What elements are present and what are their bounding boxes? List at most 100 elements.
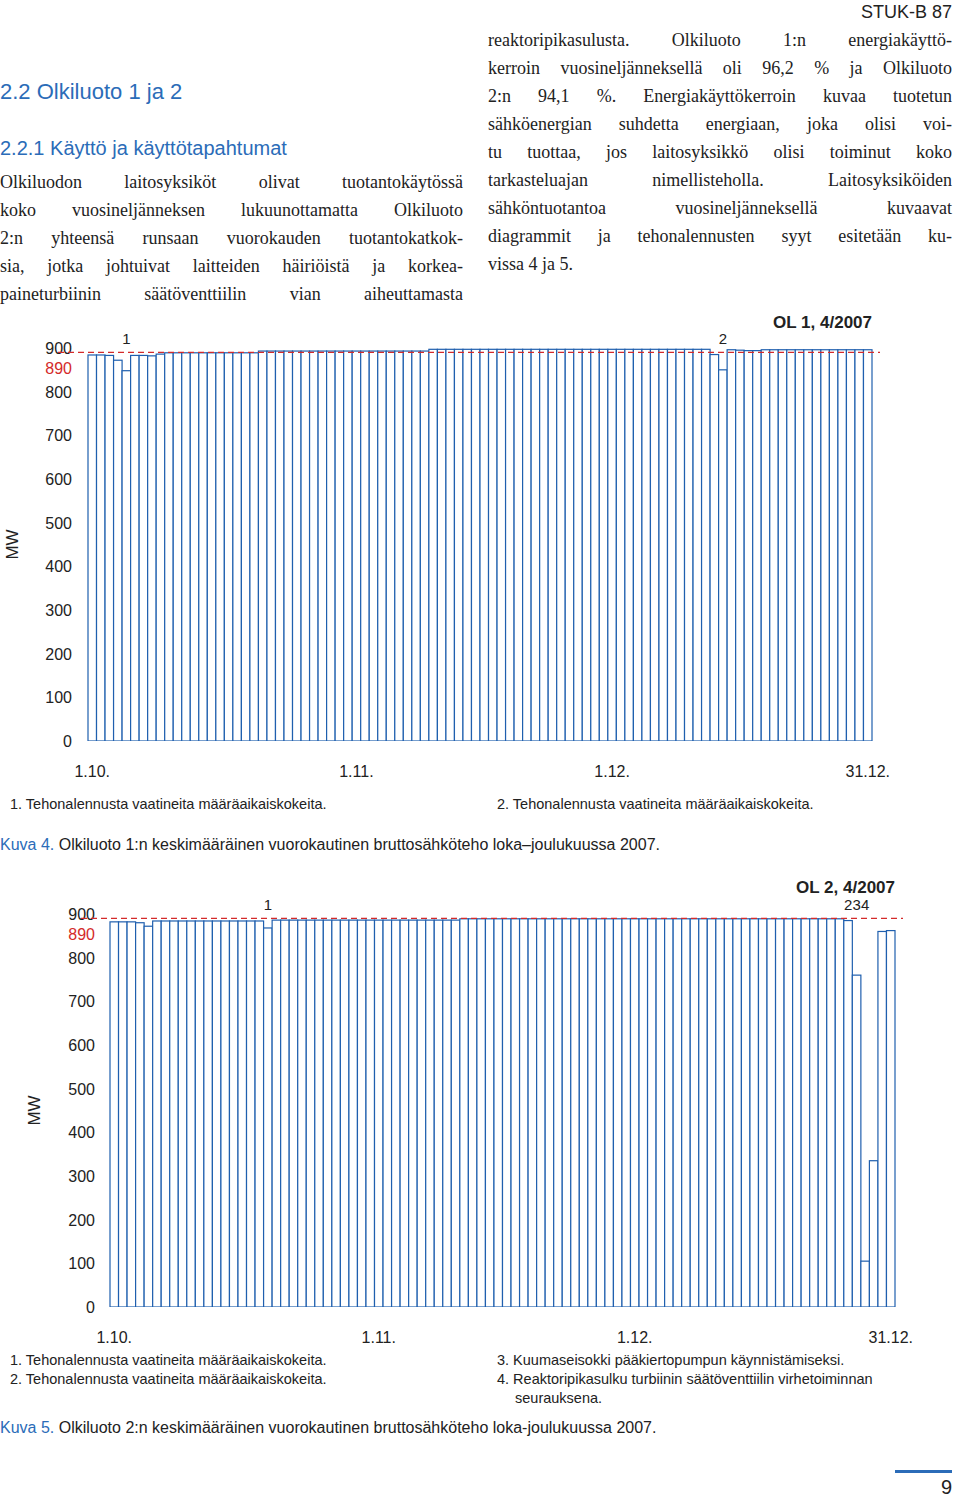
bar [170, 921, 179, 1307]
annotation: 3 [852, 896, 860, 913]
text-line: koko vuosineljänneksen lukuunottamatta O… [0, 196, 463, 224]
annotation: 1 [122, 330, 130, 347]
y-tick-label: 700 [68, 993, 95, 1010]
bar [204, 921, 213, 1307]
bar [139, 355, 148, 741]
y-tick-label: 900 [45, 340, 72, 357]
bar [886, 931, 895, 1307]
y-tick-label: 400 [68, 1124, 95, 1141]
bar [182, 353, 191, 741]
bar [531, 349, 540, 741]
y-tick-label: 700 [45, 427, 72, 444]
bar [514, 349, 523, 741]
bar [648, 919, 657, 1307]
bar [454, 349, 463, 741]
bar [264, 928, 273, 1307]
bar [605, 919, 614, 1307]
text-line: Olkiluodon laitosyksiköt olivat tuotanto… [0, 168, 463, 196]
text-line: paineturbiinin säätöventtiilin vian aihe… [0, 280, 463, 308]
bar [412, 351, 421, 741]
bar [136, 923, 145, 1307]
bar [293, 351, 302, 741]
bar [340, 920, 349, 1307]
annotation: 4 [861, 896, 869, 913]
bar [485, 919, 494, 1307]
bar [468, 919, 477, 1307]
section-heading: 2.2 Olkiluoto 1 ja 2 [0, 79, 182, 105]
y-tick-label: 900 [68, 906, 95, 923]
note: 1. Tehonalennusta vaatineita määräaikais… [10, 1351, 475, 1370]
bar [846, 350, 855, 741]
caption-text: Olkiluoto 2:n keskimääräinen vuorokautin… [54, 1419, 656, 1436]
bar [685, 349, 694, 741]
bar [548, 349, 557, 741]
notes-left: 1. Tehonalennusta vaatineita määräaikais… [10, 1351, 475, 1389]
bar [682, 919, 691, 1307]
bar [690, 919, 699, 1307]
bar [323, 920, 332, 1307]
bar [503, 919, 512, 1307]
text-column: Olkiluodon laitosyksiköt olivat tuotanto… [0, 168, 463, 308]
bar [187, 921, 196, 1307]
bar [386, 351, 395, 741]
bar [506, 349, 515, 741]
chart-title: OL 2, 4/2007 [796, 878, 895, 897]
bar [195, 921, 204, 1307]
bar [557, 349, 566, 741]
chart-title: OL 1, 4/2007 [773, 313, 872, 332]
bar [335, 351, 344, 741]
bar [639, 919, 648, 1307]
bar [812, 350, 821, 741]
bar [233, 353, 242, 741]
bar [793, 919, 802, 1307]
bar [409, 920, 418, 1307]
bar [148, 356, 157, 741]
bar [741, 919, 750, 1307]
bar [545, 919, 554, 1307]
subsection-heading: 2.2.1 Käyttö ja käyttötapahtumat [0, 137, 287, 160]
annotation: 1 [264, 896, 272, 913]
bar [835, 919, 844, 1307]
bar [275, 351, 284, 741]
bar [497, 349, 506, 741]
page-number: 9 [941, 1476, 952, 1499]
bar [574, 349, 583, 741]
y-tick-label: 0 [86, 1299, 95, 1316]
bar [838, 350, 847, 741]
bar [327, 351, 336, 741]
reference-line [58, 352, 880, 353]
x-tick-label: 1.11. [339, 763, 373, 780]
bar [366, 920, 375, 1307]
reference-label: 890 [45, 360, 72, 377]
bar [97, 355, 106, 741]
bar [190, 353, 199, 741]
bar [588, 919, 597, 1307]
bar [528, 919, 537, 1307]
bar [161, 921, 170, 1307]
bar [787, 350, 796, 741]
bar [778, 350, 787, 741]
bar [284, 351, 293, 741]
bar [400, 920, 409, 1307]
bar [443, 920, 452, 1307]
y-tick-label: 600 [68, 1037, 95, 1054]
bar [565, 349, 574, 741]
bar [156, 354, 165, 741]
bar [131, 355, 140, 741]
bar [596, 919, 605, 1307]
bar [571, 919, 580, 1307]
caption-label: Kuva 4. [0, 836, 54, 853]
bar [699, 919, 708, 1307]
y-tick-label: 800 [68, 950, 95, 967]
bar [733, 919, 742, 1307]
bar [665, 919, 674, 1307]
y-tick-label: 100 [45, 689, 72, 706]
bar [537, 919, 546, 1307]
bar [361, 351, 370, 741]
bar [642, 349, 651, 741]
x-tick-label: 31.12. [845, 763, 889, 780]
notes-right: 3. Kuumaseisokki pääkiertopumpun käynnis… [497, 1351, 952, 1408]
bar [480, 349, 489, 741]
bar [630, 919, 639, 1307]
reference-line [81, 918, 903, 919]
